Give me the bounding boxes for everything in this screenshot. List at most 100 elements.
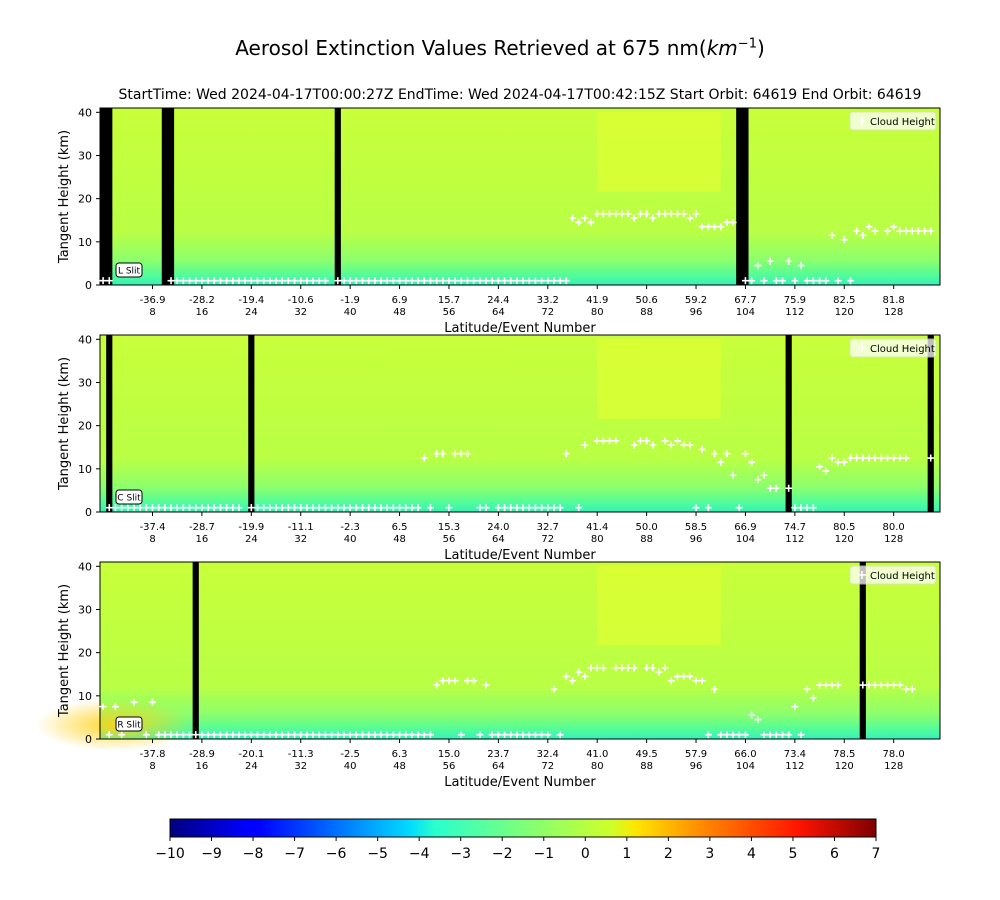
cloud-height-marker <box>760 731 768 739</box>
cloud-height-marker <box>748 458 756 466</box>
cloud-height-marker <box>235 504 243 512</box>
legend-box <box>849 111 937 131</box>
cloud-height-marker <box>593 210 601 218</box>
colorbar-tick-label: −6 <box>326 846 347 862</box>
cloud-height-marker <box>340 731 348 739</box>
legend-label: Cloud Height <box>870 571 935 582</box>
cloud-height-marker <box>179 731 187 739</box>
cloud-height-marker <box>871 454 879 462</box>
x-tick-event: 120 <box>835 534 854 545</box>
cloud-height-marker <box>402 731 410 739</box>
x-tick-event: 104 <box>736 761 755 772</box>
cloud-height-marker <box>871 681 879 689</box>
x-tick-event: 32 <box>294 534 307 545</box>
cloud-height-marker <box>383 731 391 739</box>
cloud-height-marker <box>550 685 558 693</box>
cloud-height-marker <box>420 731 428 739</box>
cloud-height-marker <box>754 476 762 484</box>
cloud-height-marker <box>192 277 200 285</box>
cloud-height-marker <box>507 731 515 739</box>
x-tick-latitude: 82.5 <box>833 295 855 306</box>
colorbar-tick-label: 2 <box>664 846 673 862</box>
cloud-height-marker <box>729 731 737 739</box>
cloud-height-marker <box>877 454 885 462</box>
cloud-height-marker <box>167 731 175 739</box>
cloud-height-marker <box>698 445 706 453</box>
cloud-height-marker <box>624 210 632 218</box>
x-tick-latitude: 41.4 <box>586 522 608 533</box>
slit-label-box <box>115 489 143 505</box>
cloud-height-marker <box>704 731 712 739</box>
cloud-height-marker <box>439 450 447 458</box>
cloud-height-marker <box>692 210 700 218</box>
colorbar-gradient <box>169 818 877 838</box>
cloud-height-marker <box>389 731 397 739</box>
x-tick-latitude: 66.0 <box>734 749 756 760</box>
cloud-height-marker <box>661 210 669 218</box>
cloud-height-marker <box>494 277 502 285</box>
cloud-height-marker <box>173 731 181 739</box>
cloud-height-marker <box>99 703 107 711</box>
cloud-height-marker <box>760 471 768 479</box>
cloud-height-marker <box>210 504 218 512</box>
cloud-height-marker <box>902 227 910 235</box>
x-tick-latitude: 80.5 <box>833 522 855 533</box>
cloud-height-marker <box>303 504 311 512</box>
cloud-height-marker <box>359 731 366 739</box>
y-tick-label: 40 <box>78 333 92 346</box>
cloud-height-marker <box>309 731 317 739</box>
cloud-height-marker <box>284 277 292 285</box>
x-tick-event: 32 <box>294 761 307 772</box>
cloud-height-marker <box>612 210 620 218</box>
cloud-height-marker <box>426 731 434 739</box>
cloud-height-marker <box>735 731 743 739</box>
x-tick-event: 120 <box>835 761 854 772</box>
cloud-height-marker <box>235 277 243 285</box>
cloud-height-marker <box>674 672 681 680</box>
cloud-height-marker <box>680 210 688 218</box>
cloud-height-marker <box>396 504 404 512</box>
y-tick-label: 30 <box>78 149 92 162</box>
cloud-height-marker <box>389 504 397 512</box>
cloud-height-marker <box>254 504 261 512</box>
cloud-height-marker <box>859 681 867 689</box>
cloud-height-marker <box>538 504 546 512</box>
plot-frame <box>99 561 941 740</box>
cloud-height-marker <box>303 277 311 285</box>
cloud-height-marker <box>711 450 719 458</box>
x-tick-event: 80 <box>591 761 604 772</box>
cloud-height-marker <box>167 504 175 512</box>
missing-event-bar <box>192 562 199 739</box>
cloud-height-marker <box>340 504 348 512</box>
missing-event-bar <box>100 108 113 285</box>
cloud-height-marker <box>692 677 700 685</box>
cloud-height-marker <box>544 504 552 512</box>
x-tick-latitude: 57.9 <box>685 749 707 760</box>
cloud-height-marker <box>754 262 762 270</box>
cloud-height-marker <box>105 277 113 285</box>
cloud-height-marker <box>902 685 910 693</box>
cloud-height-marker <box>593 437 601 445</box>
cloud-height-marker <box>581 672 589 680</box>
cloud-height-marker <box>834 458 842 466</box>
cloud-height-marker <box>896 227 904 235</box>
x-tick-event: 96 <box>690 761 703 772</box>
cloud-height-marker <box>464 450 471 458</box>
cloud-height-marker <box>896 454 904 462</box>
cloud-height-marker <box>334 731 342 739</box>
cloud-height-marker <box>803 277 811 285</box>
cloud-height-marker <box>562 277 570 285</box>
cloud-height-marker <box>927 454 935 462</box>
cloud-height-marker <box>210 731 218 739</box>
x-tick-latitude: 81.8 <box>883 295 905 306</box>
x-tick-event: 24 <box>245 534 258 545</box>
colorbar-tick-label: 6 <box>830 846 839 862</box>
cloud-height-marker <box>865 454 873 462</box>
colorbar-tick-label: 7 <box>872 846 881 862</box>
x-tick-latitude: 78.0 <box>883 749 905 760</box>
x-tick-latitude: 6.3 <box>392 749 408 760</box>
legend-label: Cloud Height <box>870 344 935 355</box>
missing-event-bar <box>334 108 341 285</box>
cloud-height-marker <box>766 257 774 265</box>
